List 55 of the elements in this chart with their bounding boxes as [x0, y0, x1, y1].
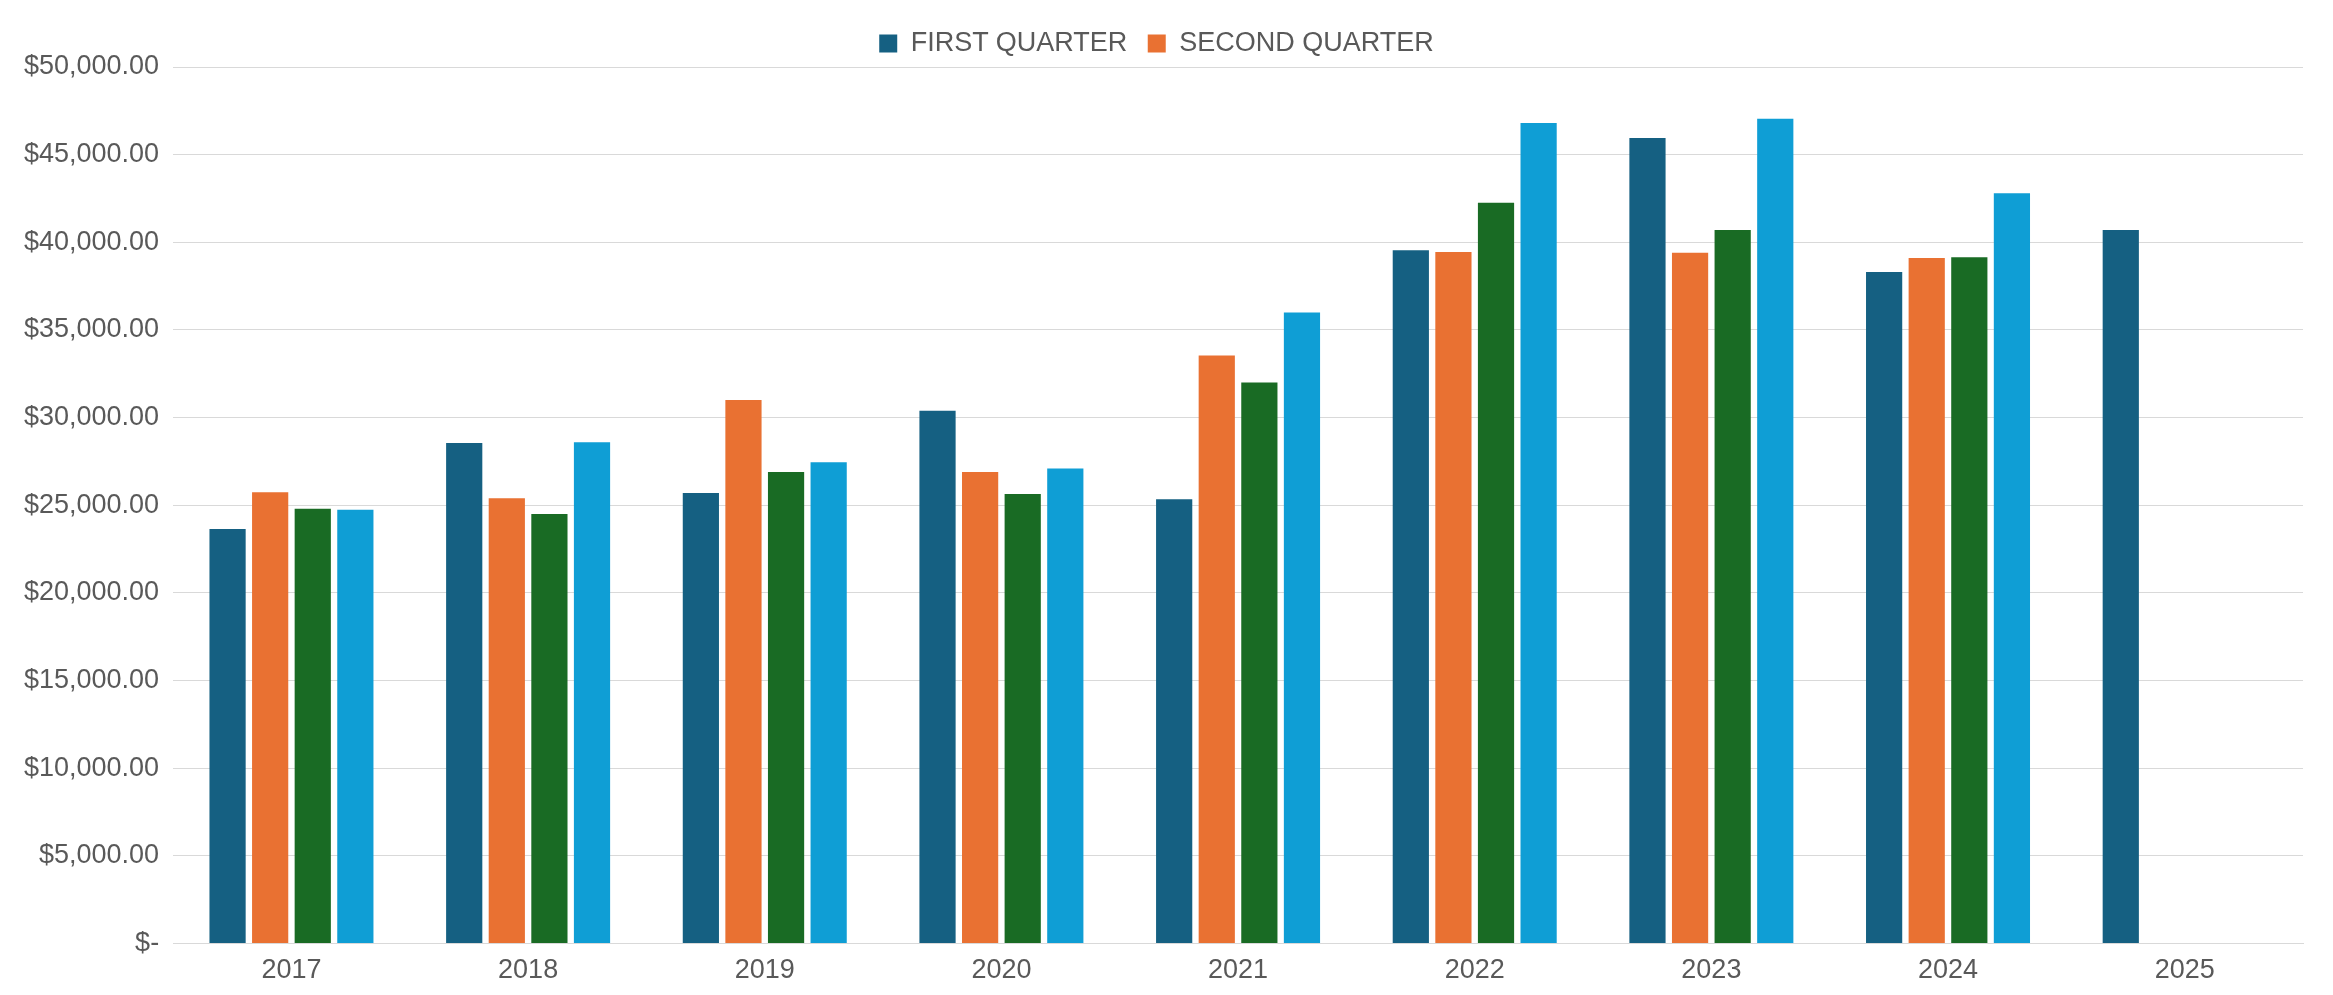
- legend-label: SECOND QUARTER: [1179, 26, 1434, 57]
- y-tick-label: $10,000.00: [23, 751, 160, 782]
- bar: [1392, 250, 1429, 944]
- bar: [2102, 230, 2139, 944]
- y-tick-label: $40,000.00: [23, 225, 160, 256]
- bar: [1908, 258, 1945, 944]
- bar: [488, 498, 525, 944]
- bar: [1047, 468, 1084, 944]
- bar: [810, 462, 847, 944]
- bar: [337, 509, 374, 944]
- bar: [1993, 193, 2031, 944]
- bar: [294, 508, 331, 944]
- bar: [1671, 252, 1709, 944]
- bar: [209, 528, 246, 944]
- y-tick-label: $30,000.00: [23, 401, 160, 432]
- y-tick-label: $15,000.00: [23, 664, 160, 695]
- bar: [725, 400, 762, 944]
- bar: [531, 514, 568, 944]
- x-tick-label: 2024: [1917, 954, 1979, 985]
- bar: [446, 443, 483, 944]
- y-tick-label: $20,000.00: [23, 576, 160, 607]
- bar: [1629, 138, 1666, 944]
- x-tick-label: 2019: [734, 954, 795, 985]
- y-tick-label: $25,000.00: [23, 488, 160, 519]
- bar: [767, 471, 805, 944]
- x-tick-label: 2022: [1444, 954, 1505, 985]
- bar: [1757, 118, 1794, 944]
- y-tick-label: $50,000.00: [23, 50, 160, 81]
- bar: [1520, 123, 1557, 944]
- legend-label: FIRST QUARTER: [910, 26, 1128, 57]
- bar: [1004, 493, 1041, 944]
- bar: [962, 471, 999, 944]
- x-tick-label: 2017: [261, 954, 322, 985]
- x-tick-label: 2025: [2154, 954, 2215, 985]
- bar: [1198, 355, 1235, 944]
- bar: [919, 410, 956, 944]
- y-tick-label: $45,000.00: [23, 138, 160, 169]
- x-tick-label: 2021: [1208, 954, 1269, 985]
- x-tick-label: 2020: [971, 954, 1032, 985]
- bar: [573, 442, 611, 944]
- bar: [1283, 312, 1321, 944]
- y-tick-label: $-: [135, 927, 160, 958]
- x-tick-label: 2023: [1681, 954, 1742, 985]
- bar: [1951, 257, 1988, 944]
- bar: [1477, 202, 1515, 944]
- bar: [1156, 499, 1193, 944]
- bar: [682, 493, 719, 944]
- bar: [1866, 272, 1903, 944]
- bar: [1714, 230, 1751, 944]
- bar: [1241, 382, 1278, 944]
- x-tick-label: 2018: [498, 954, 559, 985]
- bar: [1435, 251, 1472, 944]
- y-tick-label: $35,000.00: [23, 313, 160, 344]
- bar: [252, 492, 289, 944]
- y-tick-label: $5,000.00: [39, 839, 160, 870]
